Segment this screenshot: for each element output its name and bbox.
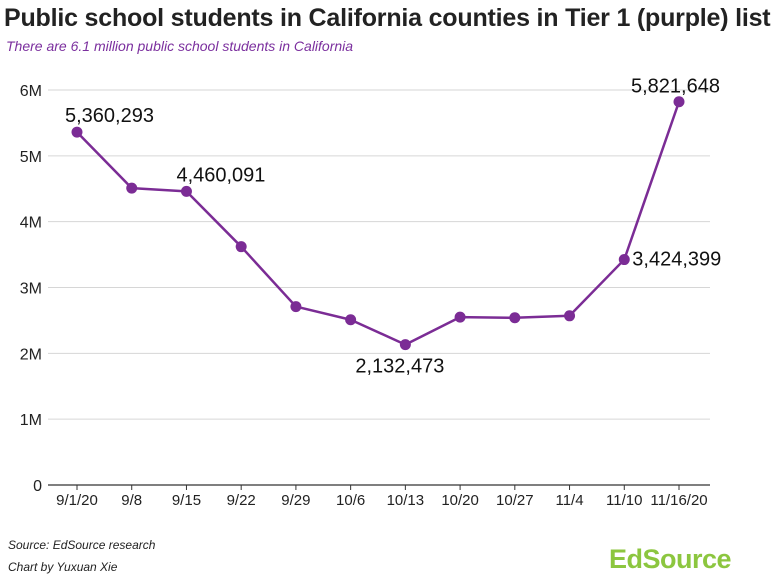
data-points [71, 96, 685, 351]
data-point [345, 314, 357, 326]
y-tick-label: 4M [20, 215, 42, 232]
chart-title: Public school students in California cou… [4, 4, 771, 32]
source-note: Source: EdSource research [8, 538, 156, 552]
credit-note: Chart by Yuxuan Xie [8, 560, 118, 574]
edsource-logo: EdSource [608, 544, 732, 574]
x-tick-label: 9/22 [227, 492, 256, 509]
data-point [71, 126, 83, 138]
data-label: 4,460,091 [176, 164, 265, 186]
x-tick-label: 9/29 [281, 492, 310, 509]
y-tick-label: 1M [20, 412, 42, 429]
x-tick-label: 11/4 [555, 492, 583, 509]
x-tick-label: 10/6 [336, 492, 365, 509]
data-point [673, 96, 685, 108]
chart-subtitle: There are 6.1 million public school stud… [6, 38, 354, 54]
data-point [618, 254, 630, 266]
data-label: 3,424,399 [632, 249, 721, 271]
data-point [399, 339, 411, 351]
line-chart: 0 1M 2M 3M 4M 5M 6M 9/1/20 9/8 9/15 9/22 9/29 10/6 1… [20, 76, 721, 509]
series-line [76, 101, 681, 346]
data-point [126, 182, 138, 194]
y-tick-label: 3M [20, 281, 42, 298]
y-tick-label: 2M [20, 346, 42, 363]
x-tick-label: 11/10 [606, 492, 642, 509]
y-tick-label: 5M [20, 149, 42, 166]
x-axis-ticks: 9/1/20 9/8 9/15 9/22 9/29 10/6 10/13 10/20 10/27… [56, 485, 708, 509]
data-point [235, 241, 247, 253]
data-label: 2,132,473 [355, 356, 444, 378]
x-tick-label: 10/20 [441, 492, 479, 509]
x-tick-label: 9/1/20 [56, 492, 98, 509]
data-point [290, 301, 302, 313]
y-tick-label: 6M [20, 83, 42, 100]
x-tick-label: 9/15 [172, 492, 201, 509]
data-labels: 5,360,293 4,460,091 2,132,473 3,424,399 5,82… [65, 76, 721, 378]
data-point [564, 310, 576, 322]
x-tick-label: 10/13 [387, 492, 425, 509]
data-label: 5,821,648 [631, 76, 720, 98]
y-axis-ticks: 0 1M 2M 3M 4M 5M 6M [20, 83, 42, 495]
data-point [180, 185, 192, 197]
data-label: 5,360,293 [65, 105, 154, 127]
data-point [454, 311, 466, 323]
y-tick-label: 0 [33, 478, 42, 495]
series-line-group [76, 101, 681, 346]
x-tick-label: 9/8 [121, 492, 142, 509]
data-point [509, 312, 521, 324]
x-tick-label: 11/16/20 [650, 492, 707, 509]
gridlines [48, 89, 710, 486]
x-tick-label: 10/27 [496, 492, 534, 509]
